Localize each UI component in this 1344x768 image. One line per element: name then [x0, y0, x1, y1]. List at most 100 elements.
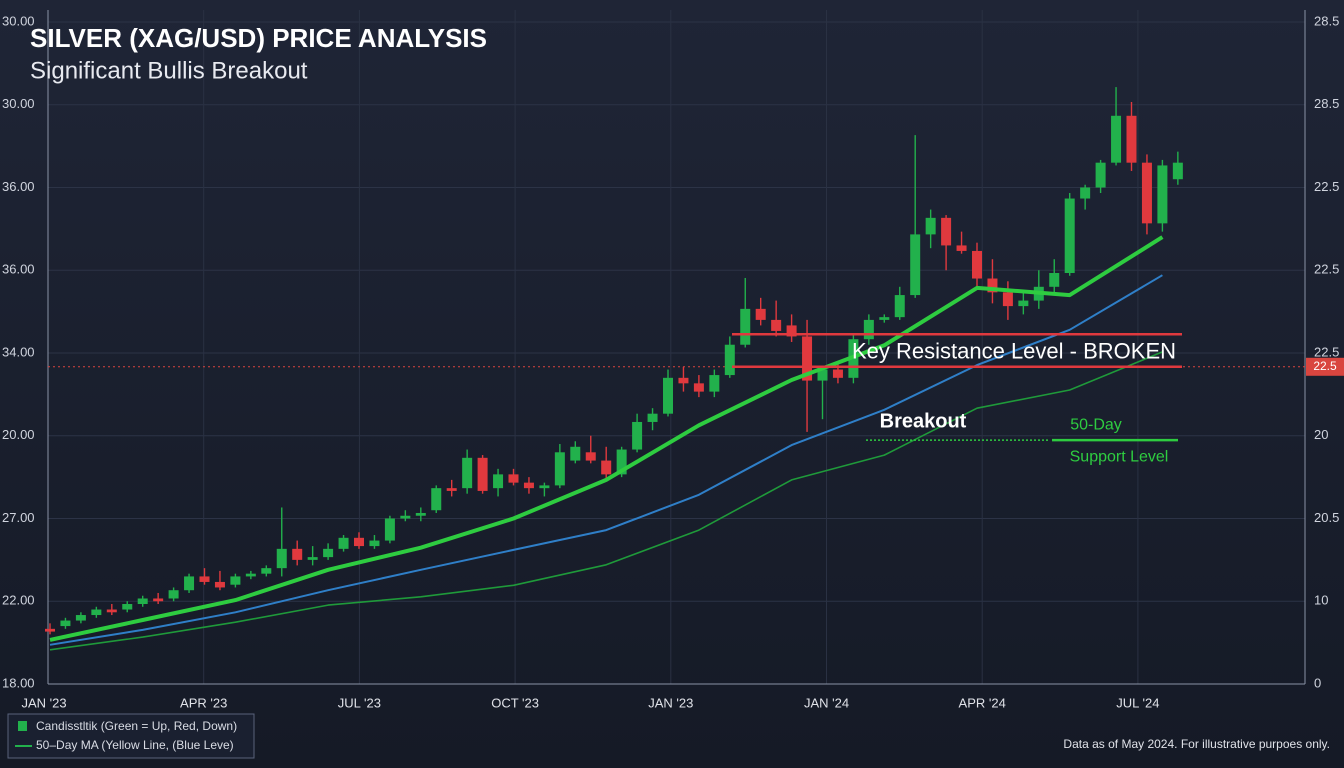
support-label: 50-Day [1070, 416, 1122, 433]
candle-body [786, 325, 797, 337]
candle-body [338, 537, 349, 549]
candle-body [894, 295, 905, 318]
candle-body [709, 375, 720, 392]
candle-body [214, 581, 225, 588]
candle-body [276, 548, 287, 569]
candle-body [323, 548, 334, 558]
candle-body [663, 377, 673, 414]
y2-axis-label: 20.5 [1314, 510, 1339, 525]
y-axis-label: 30.00 [2, 13, 35, 28]
legend-swatch [18, 721, 27, 731]
candle-body [740, 308, 751, 345]
price-tag-label: 22.5 [1313, 359, 1337, 373]
candle-body [446, 488, 457, 491]
y-axis-label: 30.00 [2, 96, 35, 111]
y2-axis-label: 22.5 [1314, 262, 1339, 277]
candle-body [817, 369, 828, 381]
candle-body [802, 336, 813, 381]
candle-body [616, 449, 627, 475]
y-axis-label: 27.00 [2, 510, 35, 525]
candle-body [601, 460, 612, 475]
candle-body [956, 245, 967, 251]
candle-body [384, 518, 395, 541]
candle-body [832, 369, 843, 378]
candle-body [106, 609, 117, 613]
breakout-label: Breakout [880, 410, 967, 432]
candle-body [585, 452, 596, 461]
y-axis-label: 20.00 [2, 427, 35, 442]
candle-body [1126, 115, 1137, 163]
candle-body [925, 217, 936, 235]
candle-body [1111, 115, 1122, 163]
candle-body [400, 515, 411, 519]
x-axis-label: JUL '23 [338, 695, 381, 710]
candle-body [1095, 162, 1106, 188]
y2-axis-label: 28.5 [1314, 13, 1339, 28]
candle-body [647, 413, 658, 422]
x-axis-label: JAN '23 [648, 695, 693, 710]
price-tag [1306, 357, 1344, 376]
candle-body [863, 319, 874, 340]
candle-body [755, 308, 766, 320]
candle-body [1049, 273, 1060, 287]
candle-body [554, 452, 565, 486]
y2-axis-label: 22.5 [1314, 344, 1339, 359]
y-axis-label: 36.00 [2, 179, 35, 194]
candle-body [508, 474, 519, 483]
legend-box [7, 713, 255, 759]
candle-body [307, 557, 318, 560]
x-axis-label: JAN '24 [804, 695, 849, 710]
moving-average [49, 235, 1164, 642]
candle-body [245, 573, 256, 577]
candle-body [724, 344, 735, 376]
legend-label: Candisstltik (Green = Up, Red, Down) [36, 719, 237, 733]
chart-subtitle: Significant Bullis Breakout [30, 57, 308, 84]
candle-body [462, 457, 473, 489]
candle-body [91, 609, 102, 616]
candle-body [1018, 300, 1029, 307]
candle-body [678, 377, 689, 384]
x-axis-label: JUL '24 [1116, 695, 1159, 710]
candle-body [771, 319, 782, 331]
x-axis-label: APR '23 [180, 695, 227, 710]
footnote: Data as of May 2024. For illustrative pu… [1063, 737, 1330, 751]
chart-title: SILVER (XAG/USD) PRICE ANALYSIS [30, 23, 487, 53]
y-axis-label: 36.00 [2, 262, 35, 277]
legend-label: 50–Day MA (Yellow Line, (Blue Leve) [36, 738, 234, 752]
y-axis-label: 34.00 [2, 344, 35, 359]
candle-body [477, 457, 488, 491]
candle-body [354, 537, 364, 547]
candle-body [539, 485, 550, 489]
candle-body [570, 446, 581, 461]
candle-body [910, 234, 921, 296]
x-axis-label: APR '24 [959, 695, 1006, 710]
candle-body [972, 250, 982, 279]
candle-body [292, 548, 303, 560]
moving-average [49, 274, 1163, 646]
candle-body [75, 615, 86, 621]
candle-body [60, 620, 71, 627]
y2-axis-label: 22.5 [1314, 179, 1339, 194]
candle-body [941, 217, 952, 246]
candle-body [632, 421, 643, 450]
candle-body [137, 598, 148, 605]
y-axis-label: 18.00 [2, 675, 35, 690]
moving-average [49, 351, 1163, 651]
candle-body [693, 383, 704, 392]
candle-body [230, 576, 241, 585]
candle-body [1157, 165, 1168, 224]
candle-body [122, 604, 133, 610]
candle-body [431, 488, 442, 511]
y2-axis-label: 10 [1314, 593, 1328, 608]
candle-body [1064, 198, 1075, 274]
candle-body [879, 317, 890, 320]
candle-body [415, 512, 426, 516]
y-axis-label: 22.00 [2, 593, 35, 608]
candle-body [1172, 162, 1183, 180]
candle-body [153, 598, 164, 602]
y2-axis-label: 28.5 [1314, 96, 1339, 111]
y2-axis-label: 20 [1314, 427, 1328, 442]
candle-body [199, 576, 210, 582]
candle-body [1080, 187, 1091, 199]
